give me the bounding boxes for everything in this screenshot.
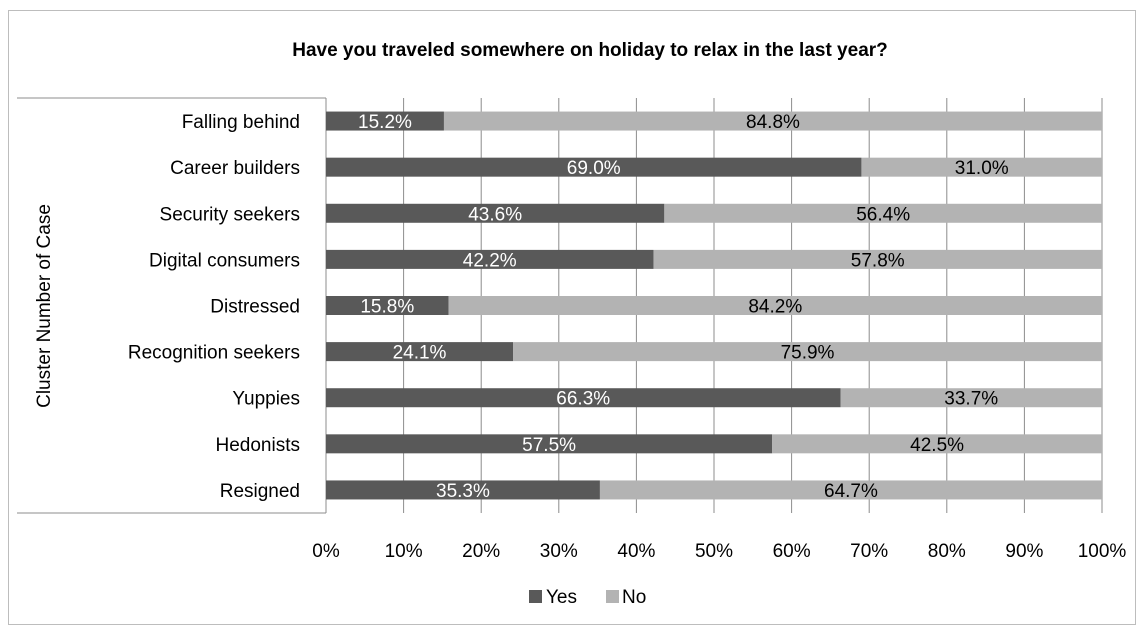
category-label: Digital consumers bbox=[149, 250, 300, 271]
data-label-yes: 24.1% bbox=[393, 343, 447, 364]
data-label-yes: 42.2% bbox=[463, 250, 517, 271]
bar-yes bbox=[326, 249, 654, 269]
bar-yes bbox=[326, 388, 841, 408]
bar-no bbox=[448, 296, 1102, 315]
data-label-no: 84.8% bbox=[746, 112, 800, 133]
bar-yes bbox=[326, 157, 862, 177]
data-label-no: 57.8% bbox=[851, 250, 905, 271]
legend-label-no: No bbox=[622, 587, 646, 608]
bar-no bbox=[443, 111, 1102, 131]
data-label-no: 75.9% bbox=[781, 343, 835, 364]
bar-no bbox=[664, 203, 1102, 223]
x-tick-label: 60% bbox=[773, 541, 811, 562]
bar-yes bbox=[326, 342, 514, 362]
bar-yes bbox=[326, 111, 444, 131]
data-label-yes: 43.6% bbox=[468, 204, 522, 225]
bar-yes bbox=[326, 296, 449, 315]
category-label: Resigned bbox=[220, 481, 300, 502]
data-label-yes: 69.0% bbox=[567, 158, 621, 179]
legend-label-yes: Yes bbox=[546, 587, 577, 608]
bar-no bbox=[772, 434, 1102, 454]
legend: Yes No bbox=[529, 587, 646, 608]
y-axis-label: Cluster Number of Case bbox=[34, 204, 55, 408]
data-label-yes: 15.2% bbox=[358, 112, 412, 133]
y-axis-categories: Falling behind Career builders Security se… bbox=[128, 112, 300, 502]
bars: 15.2% 84.8% 69.0% 31.0% 43.6% 56.4% 42.2% 57.8%… bbox=[326, 111, 1102, 502]
x-tick-label: 100% bbox=[1078, 541, 1127, 562]
data-label-yes: 15.8% bbox=[360, 297, 414, 318]
category-label: Falling behind bbox=[182, 112, 300, 133]
data-label-no: 33.7% bbox=[944, 389, 998, 410]
category-label: Distressed bbox=[210, 297, 300, 318]
x-tick-label: 80% bbox=[928, 541, 966, 562]
x-tick-label: 30% bbox=[540, 541, 578, 562]
category-label: Yuppies bbox=[232, 389, 300, 410]
bar-no bbox=[513, 342, 1102, 362]
data-label-no: 42.5% bbox=[910, 435, 964, 456]
data-label-yes: 57.5% bbox=[522, 435, 576, 456]
x-tick-label: 20% bbox=[462, 541, 500, 562]
bar-yes bbox=[326, 434, 773, 454]
x-tick-label: 90% bbox=[1005, 541, 1043, 562]
bar-yes bbox=[326, 480, 600, 500]
bar-no bbox=[599, 480, 1102, 500]
data-label-no: 84.2% bbox=[748, 297, 802, 318]
bar-no bbox=[840, 388, 1102, 408]
category-label: Career builders bbox=[170, 158, 300, 179]
x-axis-ticks: 0% 10% 20% 30% 40% 50% 60% 70% 80% 90% 100% bbox=[312, 541, 1126, 562]
legend-swatch-no bbox=[606, 590, 619, 603]
x-tick-label: 50% bbox=[695, 541, 733, 562]
bar-no bbox=[653, 249, 1102, 269]
bar-no bbox=[861, 157, 1102, 177]
bar-yes bbox=[326, 203, 665, 223]
data-label-yes: 66.3% bbox=[556, 389, 610, 410]
data-label-yes: 35.3% bbox=[436, 481, 490, 502]
chart-title: Have you traveled somewhere on holiday t… bbox=[292, 40, 888, 61]
category-label: Security seekers bbox=[160, 204, 300, 225]
data-label-no: 56.4% bbox=[856, 204, 910, 225]
x-tick-label: 70% bbox=[850, 541, 888, 562]
data-label-no: 31.0% bbox=[955, 158, 1009, 179]
x-tick-label: 10% bbox=[385, 541, 423, 562]
x-tick-label: 40% bbox=[617, 541, 655, 562]
x-tick-label: 0% bbox=[312, 541, 340, 562]
category-label: Hedonists bbox=[216, 435, 301, 456]
category-label: Recognition seekers bbox=[128, 343, 300, 364]
data-label-no: 64.7% bbox=[824, 481, 878, 502]
legend-swatch-yes bbox=[529, 590, 542, 603]
